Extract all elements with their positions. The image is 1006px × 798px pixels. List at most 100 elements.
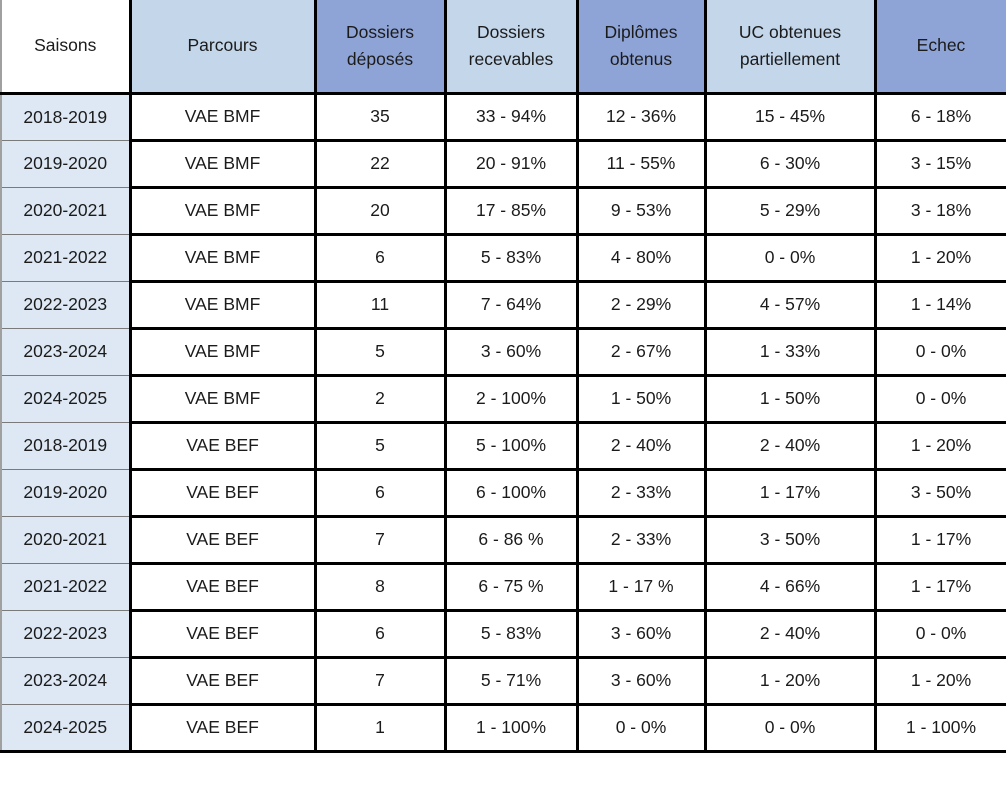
cell-diplomes-obtenus: 9 - 53%: [575, 185, 707, 236]
table-row: 2019-2020 VAE BEF 6 6 - 100% 2 - 33% 1 - 17% 3…: [0, 467, 1006, 518]
cell-echec: 3 - 15%: [873, 138, 1006, 189]
cell-saisons: 2019-2020: [0, 468, 132, 517]
table-row: 2022-2023 VAE BMF 11 7 - 64% 2 - 29% 4 - 57% 1…: [0, 279, 1006, 330]
cell-dossiers-deposes: 20: [313, 185, 447, 236]
cell-echec: 1 - 100%: [873, 702, 1006, 753]
cell-uc-partiellement: 1 - 20%: [703, 655, 877, 706]
cell-saisons: 2022-2023: [0, 609, 132, 658]
cell-uc-partiellement: 15 - 45%: [703, 91, 877, 142]
table-row: 2018-2019 VAE BEF 5 5 - 100% 2 - 40% 2 - 40% 1…: [0, 420, 1006, 471]
cell-echec: 1 - 14%: [873, 279, 1006, 330]
cell-echec: 1 - 20%: [873, 232, 1006, 283]
cell-saisons: 2020-2021: [0, 186, 132, 235]
cell-dossiers-recevables: 7 - 64%: [443, 279, 579, 330]
cell-parcours: VAE BMF: [128, 138, 317, 189]
cell-parcours: VAE BMF: [128, 373, 317, 424]
cell-parcours: VAE BEF: [128, 608, 317, 659]
cell-uc-partiellement: 1 - 50%: [703, 373, 877, 424]
cell-dossiers-recevables: 1 - 100%: [443, 702, 579, 753]
cell-echec: 0 - 0%: [873, 326, 1006, 377]
cell-parcours: VAE BEF: [128, 420, 317, 471]
table-row: 2023-2024 VAE BMF 5 3 - 60% 2 - 67% 1 - 33% 0 …: [0, 326, 1006, 377]
cell-dossiers-recevables: 20 - 91%: [443, 138, 579, 189]
col-header-parcours: Parcours: [128, 0, 317, 95]
cell-saisons: 2020-2021: [0, 515, 132, 564]
cell-diplomes-obtenus: 2 - 67%: [575, 326, 707, 377]
cell-echec: 0 - 0%: [873, 373, 1006, 424]
cell-dossiers-recevables: 3 - 60%: [443, 326, 579, 377]
cell-uc-partiellement: 4 - 66%: [703, 561, 877, 612]
cell-diplomes-obtenus: 3 - 60%: [575, 655, 707, 706]
cell-dossiers-recevables: 2 - 100%: [443, 373, 579, 424]
cell-uc-partiellement: 4 - 57%: [703, 279, 877, 330]
cell-dossiers-deposes: 1: [313, 702, 447, 753]
spreadsheet-edge-strip: [0, 752, 1006, 758]
table-row: 2022-2023 VAE BEF 6 5 - 83% 3 - 60% 2 - 40% 0 …: [0, 608, 1006, 659]
cell-uc-partiellement: 5 - 29%: [703, 185, 877, 236]
cell-parcours: VAE BEF: [128, 702, 317, 753]
cell-diplomes-obtenus: 12 - 36%: [575, 91, 707, 142]
cell-uc-partiellement: 0 - 0%: [703, 702, 877, 753]
cell-parcours: VAE BEF: [128, 655, 317, 706]
cell-diplomes-obtenus: 2 - 40%: [575, 420, 707, 471]
table-row: 2024-2025 VAE BMF 2 2 - 100% 1 - 50% 1 - 50% 0…: [0, 373, 1006, 424]
cell-diplomes-obtenus: 4 - 80%: [575, 232, 707, 283]
cell-saisons: 2023-2024: [0, 656, 132, 705]
cell-dossiers-recevables: 6 - 100%: [443, 467, 579, 518]
col-header-echec: Echec: [873, 0, 1006, 95]
col-header-uc-partiellement: UC obtenues partiellement: [703, 0, 877, 95]
cell-uc-partiellement: 3 - 50%: [703, 514, 877, 565]
cell-echec: 1 - 17%: [873, 514, 1006, 565]
cell-diplomes-obtenus: 1 - 50%: [575, 373, 707, 424]
cell-parcours: VAE BMF: [128, 91, 317, 142]
cell-uc-partiellement: 0 - 0%: [703, 232, 877, 283]
cell-saisons: 2021-2022: [0, 562, 132, 611]
cell-dossiers-recevables: 5 - 71%: [443, 655, 579, 706]
cell-echec: 3 - 50%: [873, 467, 1006, 518]
cell-dossiers-recevables: 17 - 85%: [443, 185, 579, 236]
cell-echec: 0 - 0%: [873, 608, 1006, 659]
cell-dossiers-deposes: 7: [313, 655, 447, 706]
table-row: 2018-2019 VAE BMF 35 33 - 94% 12 - 36% 15 - 4…: [0, 91, 1006, 142]
cell-dossiers-deposes: 35: [313, 91, 447, 142]
cell-saisons: 2024-2025: [0, 703, 132, 753]
col-header-dossiers-deposes: Dossiers déposés: [313, 0, 447, 95]
cell-dossiers-deposes: 11: [313, 279, 447, 330]
cell-echec: 3 - 18%: [873, 185, 1006, 236]
cell-parcours: VAE BMF: [128, 232, 317, 283]
cell-diplomes-obtenus: 2 - 29%: [575, 279, 707, 330]
cell-dossiers-deposes: 6: [313, 608, 447, 659]
cell-diplomes-obtenus: 3 - 60%: [575, 608, 707, 659]
cell-parcours: VAE BEF: [128, 561, 317, 612]
cell-saisons: 2018-2019: [0, 92, 132, 141]
table-row: 2020-2021 VAE BMF 20 17 - 85% 9 - 53% 5 - 29%…: [0, 185, 1006, 236]
cell-dossiers-recevables: 5 - 83%: [443, 232, 579, 283]
cell-uc-partiellement: 1 - 33%: [703, 326, 877, 377]
cell-diplomes-obtenus: 1 - 17 %: [575, 561, 707, 612]
cell-saisons: 2023-2024: [0, 327, 132, 376]
cell-dossiers-deposes: 6: [313, 232, 447, 283]
cell-parcours: VAE BEF: [128, 514, 317, 565]
cell-dossiers-deposes: 8: [313, 561, 447, 612]
cell-diplomes-obtenus: 2 - 33%: [575, 514, 707, 565]
cell-uc-partiellement: 2 - 40%: [703, 608, 877, 659]
cell-diplomes-obtenus: 11 - 55%: [575, 138, 707, 189]
table-row: 2020-2021 VAE BEF 7 6 - 86 % 2 - 33% 3 - 50% 1…: [0, 514, 1006, 565]
cell-dossiers-recevables: 6 - 75 %: [443, 561, 579, 612]
cell-echec: 1 - 20%: [873, 420, 1006, 471]
table-row: 2021-2022 VAE BMF 6 5 - 83% 4 - 80% 0 - 0% 1 -…: [0, 232, 1006, 283]
cell-parcours: VAE BMF: [128, 326, 317, 377]
cell-dossiers-deposes: 2: [313, 373, 447, 424]
header-row: Saisons Parcours Dossiers déposés Dossie…: [0, 0, 1006, 95]
cell-parcours: VAE BMF: [128, 279, 317, 330]
cell-dossiers-recevables: 5 - 83%: [443, 608, 579, 659]
cell-dossiers-deposes: 6: [313, 467, 447, 518]
cell-uc-partiellement: 1 - 17%: [703, 467, 877, 518]
cell-saisons: 2018-2019: [0, 421, 132, 470]
cell-uc-partiellement: 2 - 40%: [703, 420, 877, 471]
cell-saisons: 2021-2022: [0, 233, 132, 282]
cell-uc-partiellement: 6 - 30%: [703, 138, 877, 189]
cell-dossiers-deposes: 5: [313, 326, 447, 377]
cell-dossiers-deposes: 7: [313, 514, 447, 565]
cell-echec: 6 - 18%: [873, 91, 1006, 142]
